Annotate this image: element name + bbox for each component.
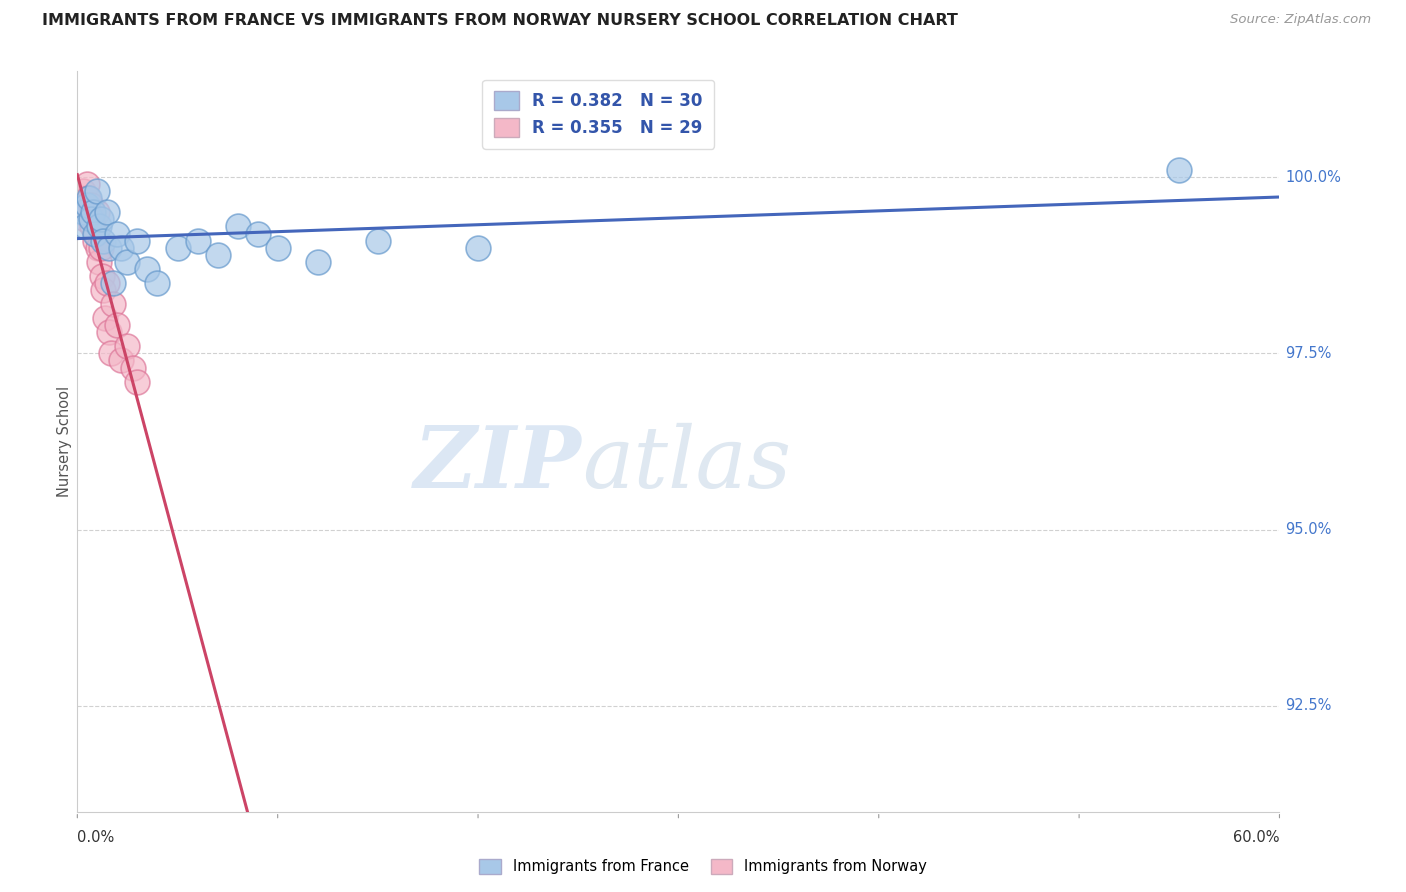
Point [136,261,159,276]
Point [79,191,101,205]
Text: Source: ZipAtlas.com: Source: ZipAtlas.com [1230,13,1371,27]
Point [75,212,97,227]
Point [96,205,118,219]
Point [86,205,108,219]
Point [96,276,118,290]
Point [67,205,90,219]
Point [82,212,104,227]
Text: 95.0%: 95.0% [1285,522,1331,537]
Point [226,219,249,234]
Point [90,212,112,227]
Point [122,360,145,375]
Point [207,248,229,262]
Point [1168,163,1191,178]
Point [127,375,149,389]
Point [82,219,104,234]
Point [107,227,129,241]
Point [89,254,111,268]
Point [110,241,132,255]
Point [80,198,103,212]
Point [72,205,94,219]
Point [117,254,139,268]
Point [76,177,98,191]
Point [127,234,149,248]
Point [467,241,489,255]
Point [72,184,94,198]
Point [103,276,125,290]
Point [91,268,114,283]
Text: ZIP: ZIP [415,422,582,506]
Legend: R = 0.382   N = 30, R = 0.355   N = 29: R = 0.382 N = 30, R = 0.355 N = 29 [482,79,714,149]
Text: 100.0%: 100.0% [1285,169,1341,185]
Point [70,191,93,205]
Point [73,198,96,212]
Point [103,297,125,311]
Text: IMMIGRANTS FROM FRANCE VS IMMIGRANTS FROM NORWAY NURSERY SCHOOL CORRELATION CHAR: IMMIGRANTS FROM FRANCE VS IMMIGRANTS FRO… [42,13,957,29]
Point [84,234,107,248]
Point [94,311,117,326]
Point [100,346,122,360]
Point [367,234,389,248]
Point [98,241,121,255]
Point [84,227,107,241]
Point [107,318,129,333]
Point [80,212,103,227]
Point [146,276,169,290]
Point [186,234,209,248]
Y-axis label: Nursery School: Nursery School [56,386,72,497]
Point [77,191,100,205]
Point [246,227,269,241]
Point [79,205,101,219]
Text: 60.0%: 60.0% [1233,830,1279,846]
Point [98,325,121,339]
Text: atlas: atlas [582,423,792,505]
Point [86,184,108,198]
Text: 92.5%: 92.5% [1285,698,1331,714]
Point [110,353,132,368]
Point [86,227,108,241]
Point [93,234,115,248]
Point [76,198,98,212]
Legend: Immigrants from France, Immigrants from Norway: Immigrants from France, Immigrants from … [474,853,932,880]
Point [90,241,112,255]
Point [307,254,329,268]
Point [117,339,139,353]
Text: 97.5%: 97.5% [1285,346,1331,361]
Point [75,219,97,234]
Point [89,219,111,234]
Point [267,241,290,255]
Text: 0.0%: 0.0% [77,830,114,846]
Point [87,241,110,255]
Point [93,283,115,297]
Point [82,205,104,219]
Point [166,241,188,255]
